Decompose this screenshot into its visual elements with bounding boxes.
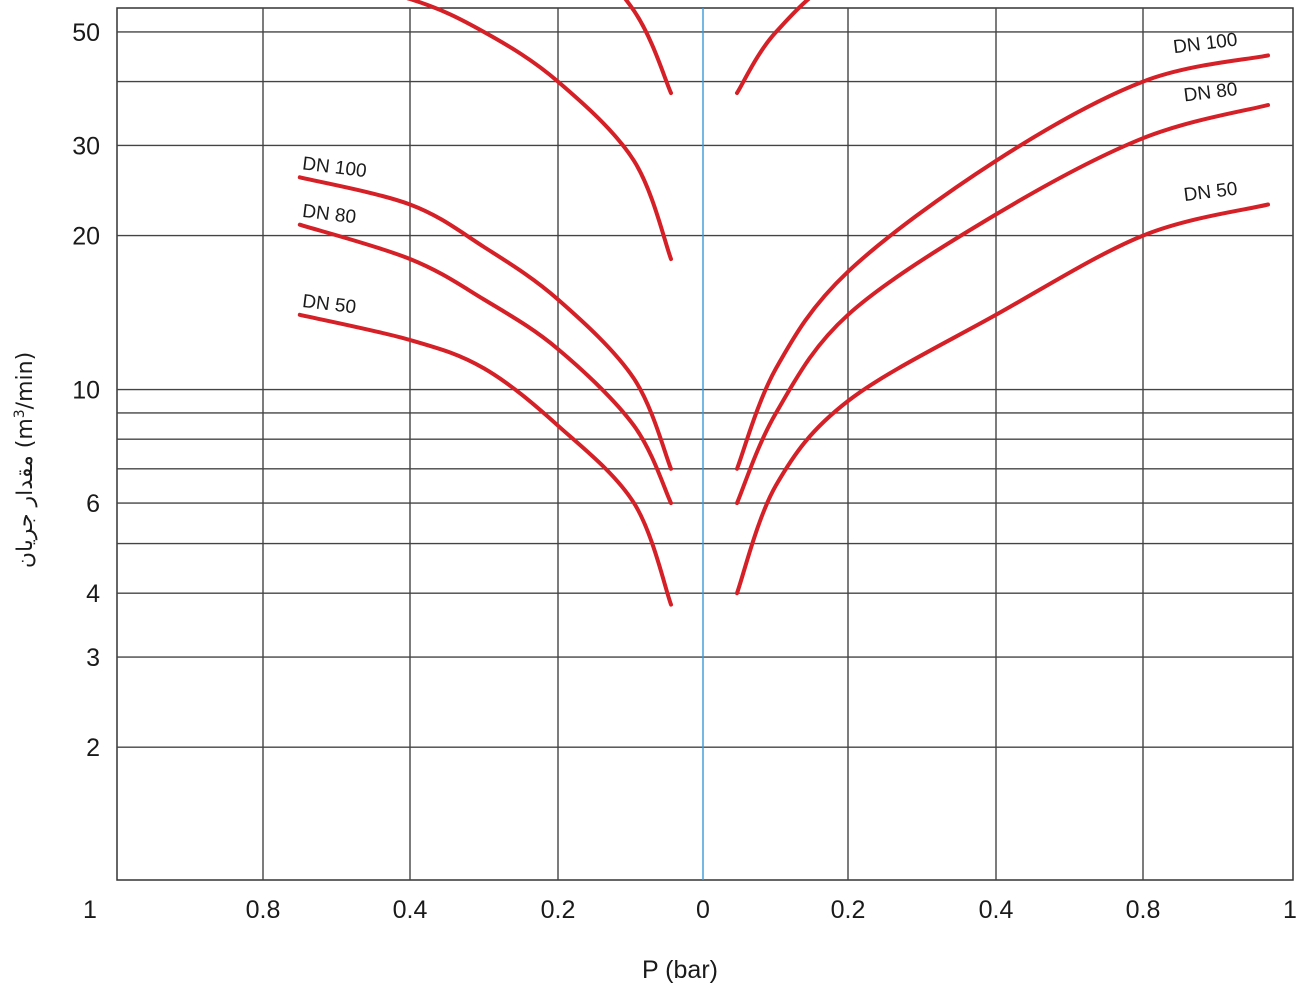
x-tick-label: 0.2 bbox=[541, 896, 576, 924]
y-tick-label: 2 bbox=[86, 734, 100, 762]
y-tick-label: 20 bbox=[72, 223, 100, 251]
x-tick-label: 0.8 bbox=[1126, 896, 1161, 924]
left-dn-80-label: DN 80 bbox=[301, 201, 357, 228]
left-dn-200-curve bbox=[623, 0, 673, 95]
left-dn-150-curve bbox=[406, 0, 673, 261]
x-tick-label: 1 bbox=[83, 896, 97, 924]
y-tick-label: 6 bbox=[86, 490, 100, 518]
right-dn-50-label: DN 50 bbox=[1183, 179, 1239, 206]
right-dn-150-curve bbox=[735, 0, 811, 95]
x-tick-label: 0.2 bbox=[831, 896, 866, 924]
x-tick-label: 0.8 bbox=[246, 896, 281, 924]
x-axis-title: P (bar) bbox=[642, 956, 718, 984]
left-dn-100-curve bbox=[297, 175, 673, 471]
left-dn-50-curve bbox=[297, 312, 673, 607]
left-dn-100-label: DN 100 bbox=[301, 153, 368, 182]
y-tick-label: 30 bbox=[72, 132, 100, 160]
y-tick-label: 50 bbox=[72, 19, 100, 47]
plot-frame bbox=[116, 7, 1294, 881]
y-tick-label: 10 bbox=[72, 377, 100, 405]
y-tick-label: 3 bbox=[86, 644, 100, 672]
tick-labels: 2001007050302010643210.80.40.200.20.40.8… bbox=[72, 19, 1297, 924]
right-dn-80-curve bbox=[735, 103, 1270, 506]
y-axis-title-text: مقدار جریان (m bbox=[13, 418, 38, 568]
right-dn-80-label: DN 80 bbox=[1183, 79, 1239, 106]
y-axis-title: مقدار جریان (m3/min) bbox=[12, 352, 38, 568]
left-dn-80-curve bbox=[297, 222, 673, 506]
x-tick-label: 0.4 bbox=[979, 896, 1014, 924]
x-tick-label: 0.4 bbox=[393, 896, 428, 924]
y-tick-label: 4 bbox=[86, 580, 100, 608]
x-tick-label: 1 bbox=[1283, 896, 1297, 924]
y-axis-title-superscript: 3 bbox=[12, 409, 28, 418]
right-dn-50-curve bbox=[735, 202, 1270, 596]
right-dn-100-curve bbox=[735, 53, 1270, 471]
y-axis-title-unit: /min) bbox=[13, 352, 38, 409]
left-dn-50-label: DN 50 bbox=[301, 291, 357, 318]
grid bbox=[116, 7, 1294, 881]
x-tick-label: 0 bbox=[696, 896, 710, 924]
right-dn-100-label: DN 100 bbox=[1172, 30, 1239, 59]
